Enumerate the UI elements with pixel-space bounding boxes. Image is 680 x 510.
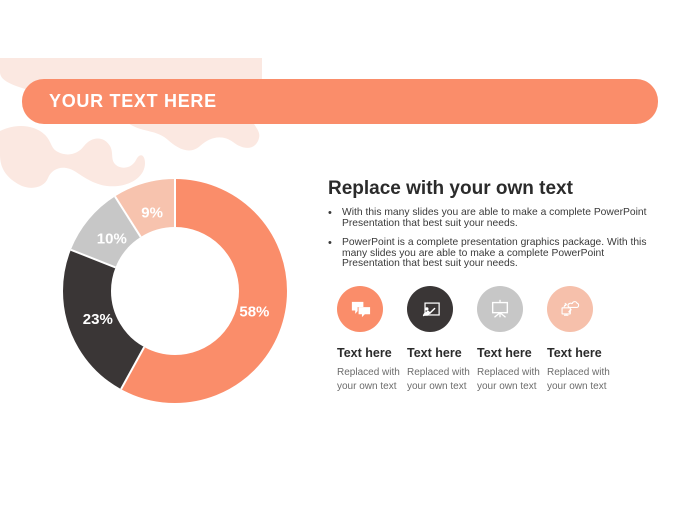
svg-text:10%: 10% xyxy=(97,231,127,248)
svg-text:58%: 58% xyxy=(239,303,269,320)
svg-text:23%: 23% xyxy=(83,311,113,328)
svg-text:9%: 9% xyxy=(141,204,163,221)
